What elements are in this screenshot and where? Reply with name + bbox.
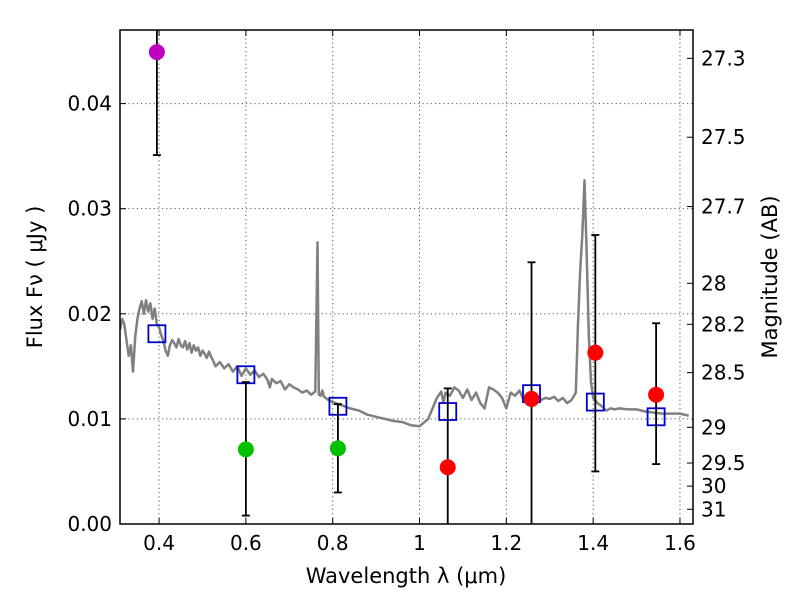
right-tick-label: 30 bbox=[701, 474, 726, 498]
observed-flux-point bbox=[648, 386, 665, 403]
y-tick-label: 0.00 bbox=[67, 512, 112, 536]
x-tick-label: 0.6 bbox=[230, 531, 262, 555]
observed-flux-point bbox=[148, 44, 165, 61]
right-tick-label: 29.5 bbox=[701, 451, 746, 475]
x-tick-label: 0.8 bbox=[317, 531, 349, 555]
observed-flux-point bbox=[439, 459, 456, 476]
x-axis-title: Wavelength λ (μm) bbox=[306, 564, 507, 588]
observed-flux-point bbox=[523, 390, 540, 407]
right-tick-label: 27.3 bbox=[701, 46, 746, 70]
model-photometry-square bbox=[147, 324, 167, 344]
y-tick-label: 0.04 bbox=[67, 92, 112, 116]
data-markers bbox=[147, 30, 666, 524]
right-tick-label: 31 bbox=[701, 497, 726, 521]
y-axis-right-title: Magnitude (AB) bbox=[758, 195, 782, 358]
axis-ticks: 0.4 0.6 0.8 1 1.2 1.4 1.6 0.00 0.01 0.02 0.03 0.04 2… bbox=[67, 30, 746, 555]
x-tick-label: 0.4 bbox=[143, 531, 175, 555]
y-tick-label: 0.02 bbox=[67, 302, 112, 326]
observed-flux-point bbox=[587, 344, 604, 361]
x-tick-label: 1 bbox=[413, 531, 426, 555]
right-tick-label: 28 bbox=[701, 271, 726, 295]
observed-flux-point bbox=[237, 441, 254, 458]
x-tick-label: 1.6 bbox=[664, 531, 696, 555]
right-tick-label: 28.2 bbox=[701, 312, 746, 336]
y-axis-title: Flux Fν ( μJy ) bbox=[23, 206, 47, 349]
x-tick-label: 1.4 bbox=[577, 531, 609, 555]
y-tick-label: 0.01 bbox=[67, 407, 112, 431]
right-tick-label: 27.7 bbox=[701, 195, 746, 219]
model-spectrum-line bbox=[120, 179, 689, 428]
y-tick-label: 0.03 bbox=[67, 197, 112, 221]
x-tick-label: 1.2 bbox=[490, 531, 522, 555]
plot-area bbox=[120, 179, 689, 428]
right-tick-label: 27.5 bbox=[701, 125, 746, 149]
plot-frame bbox=[119, 29, 694, 525]
grid-lines bbox=[120, 30, 693, 525]
right-tick-label: 28.5 bbox=[701, 361, 746, 385]
right-tick-label: 29 bbox=[701, 415, 726, 439]
observed-flux-point bbox=[329, 440, 346, 457]
